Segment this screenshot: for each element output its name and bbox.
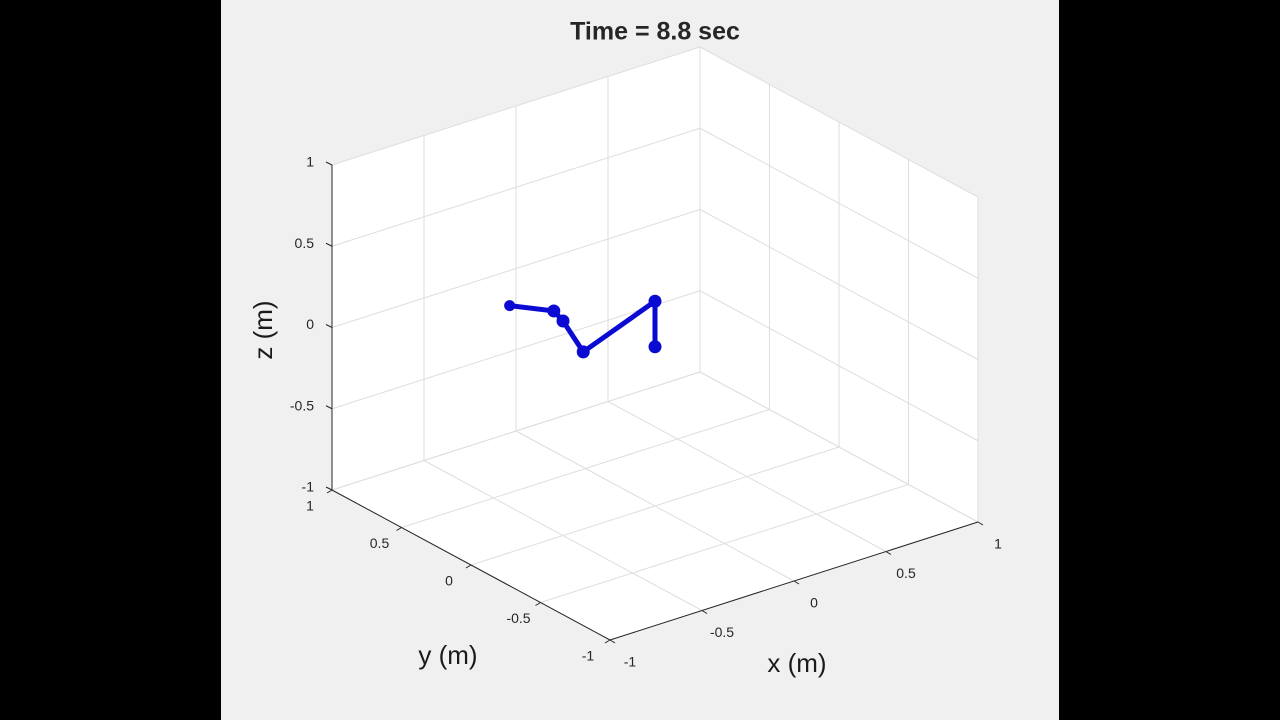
y-tick-label: 1 xyxy=(306,498,314,514)
y-tick xyxy=(465,564,472,569)
grid-line xyxy=(699,371,979,523)
grid-line xyxy=(470,446,840,566)
y-tick xyxy=(396,527,402,531)
x-tick xyxy=(977,521,984,526)
y-tick-label: 0 xyxy=(445,573,453,589)
x-tick xyxy=(701,610,708,614)
y-axis-label: y (m) xyxy=(418,640,477,670)
x-tick xyxy=(793,580,800,585)
z-tick-label: -1 xyxy=(302,479,315,495)
chart-title: Time = 8.8 sec xyxy=(570,18,740,46)
point xyxy=(556,314,570,328)
point xyxy=(648,340,662,354)
point xyxy=(576,345,590,359)
line xyxy=(509,298,658,355)
z-tick-label: -0.5 xyxy=(290,397,314,413)
z-tick xyxy=(325,242,333,247)
y-tick xyxy=(535,602,541,606)
grid-line xyxy=(540,484,909,603)
x-tick-label: 0 xyxy=(810,595,818,611)
grid-line xyxy=(699,127,979,279)
z-tick xyxy=(325,161,333,166)
point xyxy=(504,300,516,312)
x-tick-label: -0.5 xyxy=(710,624,734,640)
y-tick-label: 0.5 xyxy=(370,535,390,551)
z-tick-label: 1 xyxy=(306,154,314,170)
x-tick-label: 0.5 xyxy=(896,565,916,581)
grid-line xyxy=(331,209,701,328)
x-tick-label: 1 xyxy=(994,536,1002,552)
y-tick xyxy=(326,489,333,494)
grid-line xyxy=(699,46,979,198)
x-tick-label: -1 xyxy=(624,654,637,670)
point xyxy=(547,304,561,318)
z-tick xyxy=(325,486,333,491)
z-axis-label: z (m) xyxy=(248,300,278,359)
z-tick xyxy=(325,324,333,328)
grid-line xyxy=(401,409,770,528)
x-tick xyxy=(885,551,892,555)
z-tick xyxy=(325,405,333,410)
z-tick-label: 0 xyxy=(306,316,314,332)
grid-line xyxy=(699,209,979,360)
x-axis-label: x (m) xyxy=(767,648,826,678)
y-tick xyxy=(604,639,611,644)
grid-line xyxy=(331,46,701,166)
grid-line xyxy=(331,371,701,491)
grid-line xyxy=(699,290,979,442)
z-tick-label: 0.5 xyxy=(295,235,315,251)
point xyxy=(648,294,662,308)
grid-line xyxy=(331,127,701,247)
y-tick-label: -0.5 xyxy=(506,610,530,626)
y-tick-label: -1 xyxy=(582,648,595,664)
x-tick xyxy=(609,639,616,644)
